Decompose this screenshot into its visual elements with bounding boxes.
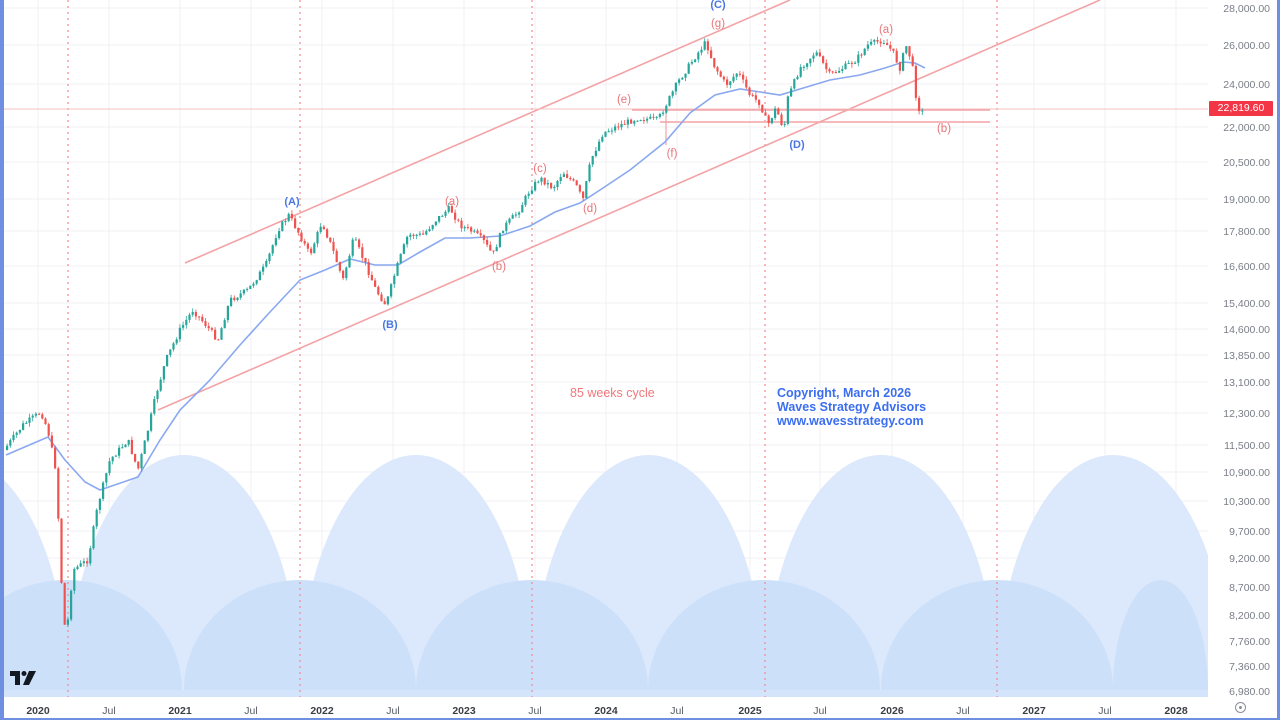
price-axis-label: 24,000.00 [1223,79,1270,91]
time-axis-label: Jul [813,705,826,717]
price-axis-label: 26,000.00 [1223,40,1270,52]
time-axis-label: 2024 [594,705,618,717]
window-border-bottom [0,718,1280,720]
price-axis-label: 12,300.00 [1223,408,1270,420]
copyright-line: Copyright, March 2026 [777,386,912,400]
time-axis-label: Jul [1098,705,1111,717]
price-axis-label: 19,000.00 [1223,194,1270,206]
window-border-left [0,0,4,720]
price-axis-label: 7,360.00 [1229,661,1270,673]
time-axis-label: 2022 [310,705,334,717]
wave-label: (f) [667,148,678,160]
time-axis[interactable]: 2020 Jul 2021 Jul 2022 Jul 2023 Jul 2024 Jul 2025 J… [4,697,1208,720]
time-axis-label: Jul [670,705,683,717]
wave-label: (g) [711,18,725,30]
wave-label: (b) [937,123,951,135]
price-axis-label: 28,000.00 [1223,3,1270,15]
time-axis-label: 2026 [880,705,904,717]
time-axis-label: Jul [102,705,115,717]
wave-label: (e) [617,94,631,106]
wave-label: (c) [533,163,547,175]
price-axis-label: 17,800.00 [1223,226,1270,238]
price-axis-label: 16,600.00 [1223,261,1270,273]
wave-label: (A) [284,196,300,208]
last-price-tag: 22,819.60 [1209,101,1273,116]
price-axis-label: 22,000.00 [1223,122,1270,134]
cycle-note: 85 weeks cycle [570,386,655,400]
copyright-block: Copyright, March 2026 Waves Strategy Adv… [777,386,926,428]
wave-label: (a) [445,196,459,208]
candlestick-series [6,36,924,628]
price-axis-label: 6,980.00 [1229,686,1270,698]
price-axis-label: 9,700.00 [1229,526,1270,538]
price-axis-label: 8,200.00 [1229,610,1270,622]
price-axis-label: 8,700.00 [1229,582,1270,594]
price-axis-label: 10,900.00 [1223,467,1270,479]
wave-label: (B) [382,319,398,331]
wave-labels: (A) (B) (C) (D) (a) (b) (c) (d) (e) (f) (g) (a) (b) [284,0,951,331]
price-axis-label: 15,400.00 [1223,298,1270,310]
price-axis[interactable]: 28,000.00 26,000.00 24,000.00 22,000.00 20,5… [1208,0,1280,720]
price-axis-label: 10,300.00 [1223,496,1270,508]
wave-label: (d) [583,203,597,215]
cycle-arcs [0,454,1229,697]
price-axis-label: 13,100.00 [1223,377,1270,389]
time-axis-label: Jul [956,705,969,717]
time-axis-label: 2023 [452,705,476,717]
time-axis-label: 2028 [1164,705,1188,717]
price-axis-label: 9,200.00 [1229,553,1270,565]
wave-label: (b) [492,261,506,273]
time-axis-label: 2025 [738,705,762,717]
price-axis-label: 7,760.00 [1229,636,1270,648]
tradingview-logo-icon[interactable] [10,671,36,689]
company-name: Waves Strategy Advisors [777,400,927,414]
axis-settings-icon[interactable] [1235,702,1246,713]
time-axis-label: 2027 [1022,705,1046,717]
price-axis-label: 14,600.00 [1223,324,1270,336]
time-axis-label: Jul [244,705,257,717]
website-link[interactable]: www.wavesstrategy.com [777,414,924,428]
price-axis-label: 11,500.00 [1224,440,1270,452]
window-border-right [1277,0,1280,720]
wave-label: (a) [879,24,893,36]
price-axis-label: 20,500.00 [1223,157,1270,169]
time-axis-label: 2020 [26,705,50,717]
time-axis-label: Jul [528,705,541,717]
price-axis-label: 13,850.00 [1223,350,1270,362]
time-axis-label: 2021 [168,705,192,717]
support-horizontal-lines [4,108,1208,145]
wave-label: (C) [710,0,726,11]
time-axis-label: Jul [386,705,399,717]
wave-label: (D) [789,139,805,151]
